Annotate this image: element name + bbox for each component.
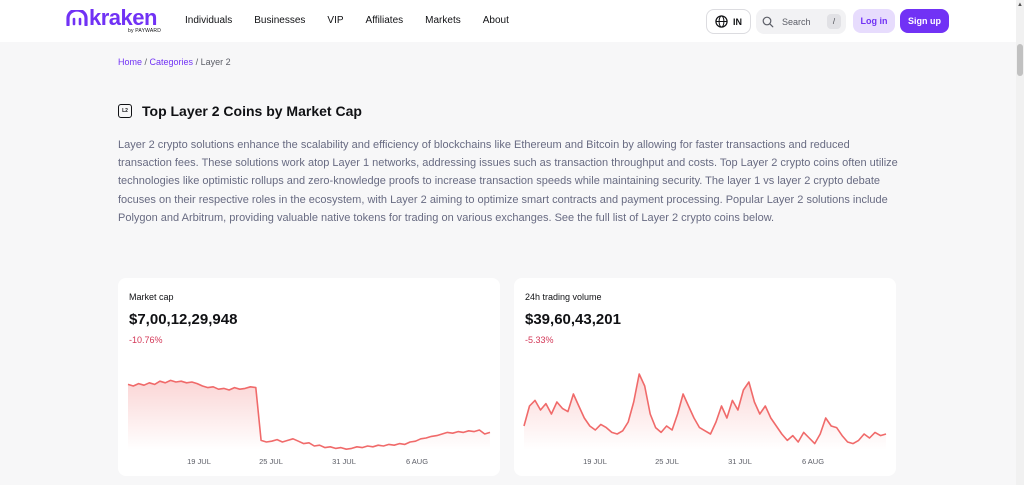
nav-businesses[interactable]: Businesses <box>254 15 306 26</box>
trading-volume-card: 24h trading volume $39,60,43,201 -5.33% … <box>514 278 896 476</box>
x-axis-tick-label: 25 JUL <box>259 457 283 466</box>
x-axis-tick-label: 19 JUL <box>583 457 607 466</box>
market-cap-card: Market cap $7,00,12,29,948 -10.76% 19 JU… <box>118 278 500 476</box>
search-icon <box>762 16 774 27</box>
x-axis-tick-label: 31 JUL <box>332 457 356 466</box>
x-axis-tick-label: 19 JUL <box>187 457 211 466</box>
scroll-up-arrow-icon[interactable]: ▲ <box>1017 2 1023 8</box>
card-change-percent: -10.76% <box>129 335 163 345</box>
top-navigation-bar: kraken by PAYWARD Individuals Businesses… <box>0 0 1016 42</box>
x-axis-tick-label: 25 JUL <box>655 457 679 466</box>
chart-area-fill <box>128 380 490 450</box>
page-title: Top Layer 2 Coins by Market Cap <box>142 103 362 119</box>
search-shortcut-key: / <box>827 14 841 29</box>
breadcrumb-separator: / <box>142 57 150 67</box>
nav-individuals[interactable]: Individuals <box>185 15 233 26</box>
main-nav: Individuals Businesses VIP Affiliates Ma… <box>185 15 531 26</box>
x-axis-tick-label: 31 JUL <box>728 457 752 466</box>
category-description: Layer 2 crypto solutions enhance the sca… <box>118 139 898 224</box>
search-placeholder: Search <box>782 16 811 27</box>
language-code: IN <box>733 16 742 27</box>
breadcrumb-home[interactable]: Home <box>118 57 143 67</box>
nav-vip[interactable]: VIP <box>327 15 344 26</box>
kraken-tentacle-icon <box>66 10 88 26</box>
language-selector[interactable]: IN <box>706 9 751 34</box>
signup-button[interactable]: Sign up <box>900 9 949 33</box>
breadcrumb: Home / Categories / Layer 2 <box>118 57 231 67</box>
kraken-logo[interactable]: kraken by PAYWARD <box>66 5 162 34</box>
card-value: $7,00,12,29,948 <box>129 311 238 328</box>
page-scrollbar[interactable]: ▲ <box>1016 0 1024 485</box>
breadcrumb-current: Layer 2 <box>200 57 231 67</box>
x-axis-tick-label: 6 AUG <box>802 457 824 466</box>
card-label: Market cap <box>129 292 174 302</box>
card-label: 24h trading volume <box>525 292 602 302</box>
scrollbar-thumb[interactable] <box>1017 44 1023 76</box>
card-value: $39,60,43,201 <box>525 311 621 328</box>
chart-area-fill <box>524 374 886 450</box>
logo-subtitle: by PAYWARD <box>128 28 162 34</box>
nav-about[interactable]: About <box>482 15 509 26</box>
globe-icon <box>715 15 728 28</box>
page-title-row: L2 Top Layer 2 Coins by Market Cap <box>118 103 362 119</box>
chart-series-line <box>127 379 491 450</box>
logo-wordmark: kraken <box>89 5 157 30</box>
card-change-percent: -5.33% <box>525 335 554 345</box>
x-axis-tick-label: 6 AUG <box>406 457 428 466</box>
login-button[interactable]: Log in <box>853 9 895 33</box>
breadcrumb-separator: / <box>193 57 201 67</box>
layer2-icon: L2 <box>118 104 132 118</box>
trading-volume-chart: 19 JUL 25 JUL 31 JUL 6 AUG <box>523 373 887 466</box>
market-cap-chart: 19 JUL 25 JUL 31 JUL 6 AUG <box>127 379 491 466</box>
search-input[interactable]: Search / <box>756 9 846 34</box>
kraken-logo-mark: kraken <box>66 5 161 30</box>
nav-markets[interactable]: Markets <box>425 15 461 26</box>
breadcrumb-categories[interactable]: Categories <box>149 57 194 67</box>
chart-series-line <box>523 373 887 445</box>
nav-affiliates[interactable]: Affiliates <box>365 15 404 26</box>
